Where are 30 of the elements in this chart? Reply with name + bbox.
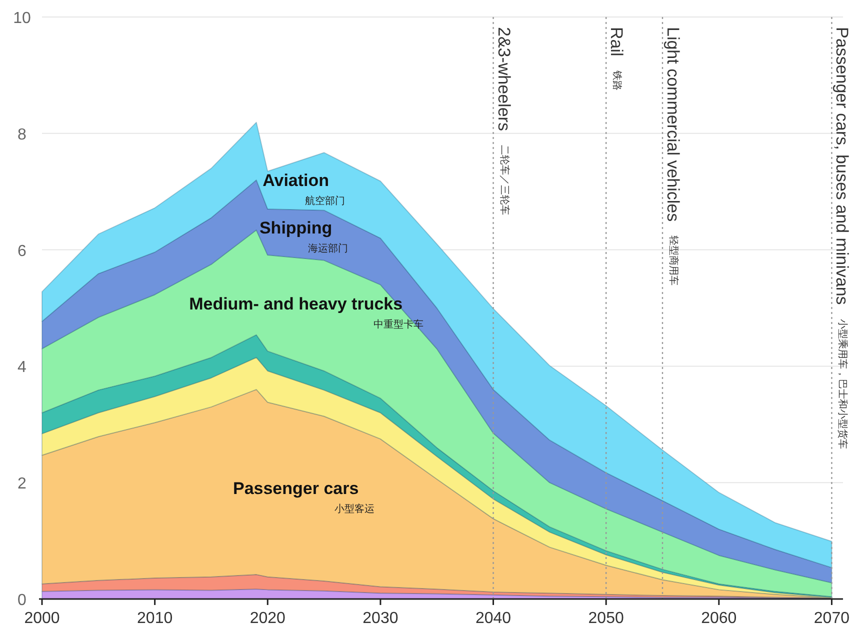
series-label: Medium- and heavy trucks	[189, 294, 403, 314]
x-tick-label: 2060	[701, 610, 737, 627]
y-tick-label: 8	[18, 126, 27, 144]
x-tick-label: 2020	[250, 610, 286, 627]
series-label: Aviation	[262, 170, 330, 190]
annotation: 航空部门	[305, 196, 346, 207]
y-tick-label: 0	[18, 592, 27, 609]
x-tick-label: 2040	[475, 610, 512, 627]
annotation: 二轮车／三轮车	[498, 144, 510, 215]
x-tick-label: 2000	[24, 610, 60, 627]
y-tick-label: 6	[18, 242, 27, 260]
ref-line-label: 2&3-wheelers	[494, 27, 514, 131]
annotation: 海运部门	[308, 244, 348, 255]
ref-line-label: Rail	[607, 27, 626, 56]
annotation: 中重型卡车	[374, 319, 424, 330]
annotation: 轻型商用车	[668, 236, 678, 286]
x-tick-label: 2070	[814, 610, 850, 627]
annotation: 小型客运	[334, 504, 375, 516]
ref-line-label: Light commercial vehicles	[664, 27, 682, 222]
ref-line-label: Passenger cars, buses and minivans	[832, 27, 852, 305]
x-tick-label: 2030	[362, 610, 398, 627]
x-tick-label: 2050	[588, 610, 624, 627]
y-tick-label: 4	[18, 359, 27, 376]
x-tick-label: 2010	[137, 610, 173, 627]
annotation: 小型乘用车，巴士和小型货车	[836, 318, 848, 449]
series-label: Shipping	[259, 218, 332, 238]
y-tick-label: 2	[18, 476, 27, 493]
y-tick-label: 10	[13, 10, 31, 27]
series-label: Passenger cars	[232, 479, 359, 498]
annotation: 铁路	[611, 70, 622, 90]
